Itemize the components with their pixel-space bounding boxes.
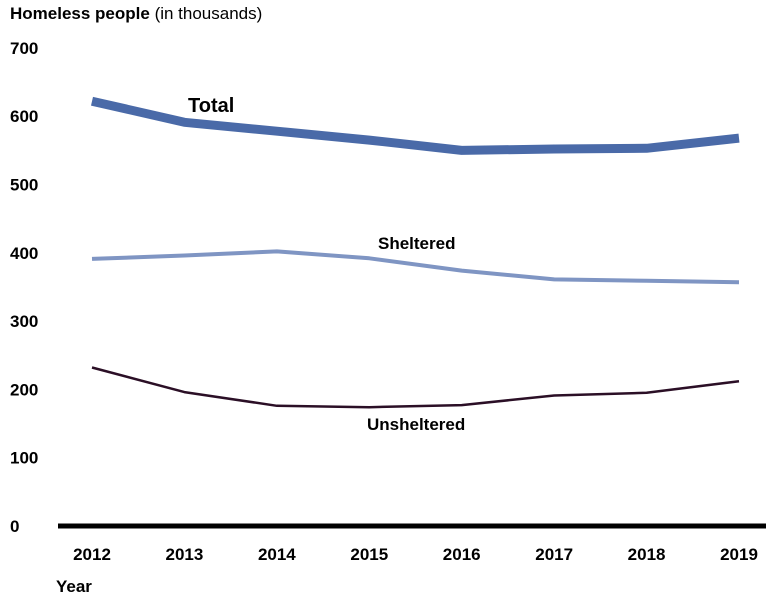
- chart-subtitle: (in thousands): [154, 4, 263, 23]
- series-line-unsheltered: [91, 366, 740, 409]
- x-tick-label: 2015: [350, 545, 388, 564]
- series-label-total: Total: [188, 95, 234, 117]
- x-tick-label: 2014: [258, 545, 296, 564]
- y-tick-label: 200: [10, 380, 38, 399]
- x-tick-label: 2016: [443, 545, 481, 564]
- y-tick-label: 0: [10, 517, 19, 536]
- y-tick-label: 400: [10, 244, 38, 263]
- x-axis-label: Year: [56, 577, 92, 596]
- series-label-sheltered: Sheltered: [378, 234, 455, 253]
- chart-title: Homeless people (in thousands): [10, 4, 262, 24]
- x-tick-label: 2018: [628, 545, 666, 564]
- series-label-unsheltered: Unsheltered: [367, 415, 465, 434]
- series-line-total: [90, 96, 740, 155]
- y-tick-label: 100: [10, 449, 38, 468]
- y-tick-label: 600: [10, 107, 38, 126]
- x-tick-label: 2017: [535, 545, 573, 564]
- series-line-sheltered: [91, 249, 740, 285]
- chart-title-main: Homeless people: [10, 4, 150, 23]
- y-tick-label: 700: [10, 39, 38, 58]
- x-tick-label: 2012: [73, 545, 111, 564]
- y-tick-label: 300: [10, 312, 38, 331]
- x-tick-label: 2019: [720, 545, 758, 564]
- y-tick-label: 500: [10, 176, 38, 195]
- x-tick-label: 2013: [166, 545, 204, 564]
